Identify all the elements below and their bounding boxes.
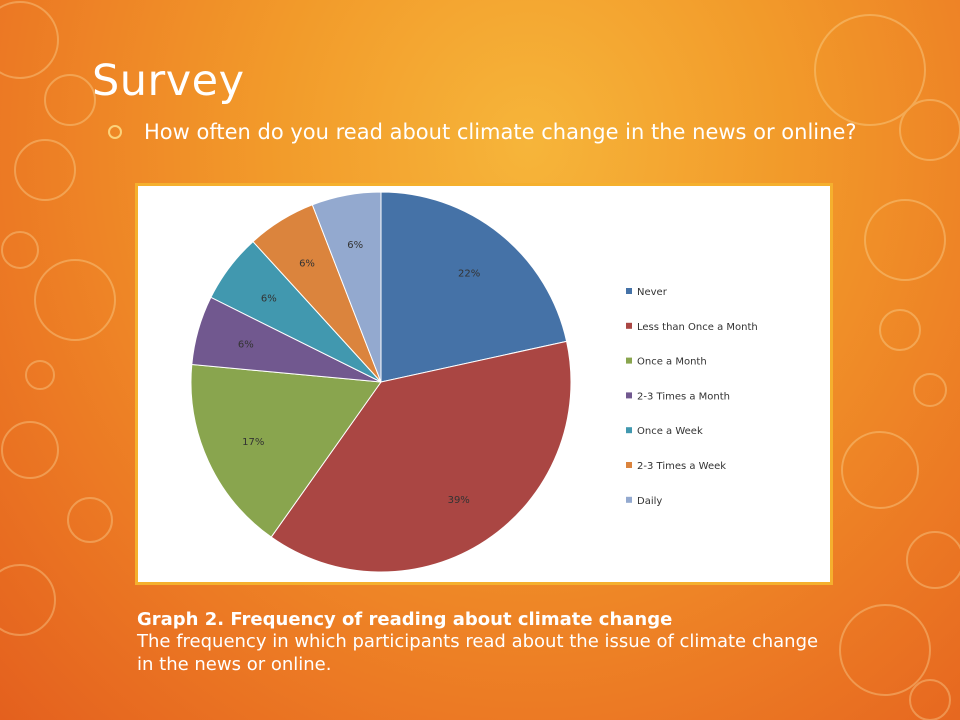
legend-swatch xyxy=(626,496,632,503)
legend-label: Never xyxy=(637,287,668,298)
question-text: How often do you read about climate chan… xyxy=(144,120,857,144)
data-label: 6% xyxy=(299,259,315,270)
caption-title: Graph 2. Frequency of reading about clim… xyxy=(137,609,673,630)
data-label: 22% xyxy=(458,269,480,280)
legend-label: 2-3 Times a Week xyxy=(637,461,726,472)
legend-label: Once a Week xyxy=(637,426,703,437)
legend-swatch xyxy=(626,357,632,364)
legend-label: Once a Month xyxy=(637,357,707,368)
data-label: 17% xyxy=(242,437,264,448)
pie-slice xyxy=(380,191,568,383)
pie-chart: 22% 39% 17% 6% 6% 6% 6% Never Less than Once a M… xyxy=(190,191,758,573)
survey-question: How often do you read about climate chan… xyxy=(108,118,868,147)
legend-label: Less than Once a Month xyxy=(637,322,758,333)
bullet-icon xyxy=(108,125,122,139)
data-label: 39% xyxy=(448,495,470,506)
legend-label: 2-3 Times a Month xyxy=(637,391,730,402)
legend-label: Daily xyxy=(637,496,662,507)
legend-swatch xyxy=(626,392,632,399)
data-label: 6% xyxy=(347,240,363,251)
slide-title: Survey xyxy=(92,56,245,106)
pie-slice xyxy=(311,191,382,383)
data-label: 6% xyxy=(261,293,277,304)
data-label: 6% xyxy=(238,340,254,351)
legend-swatch xyxy=(626,322,632,329)
graph-caption: Graph 2. Frequency of reading about clim… xyxy=(137,609,837,676)
legend-swatch xyxy=(626,288,632,294)
legend-swatch xyxy=(626,462,632,468)
legend-swatch xyxy=(626,427,632,434)
pie-slice xyxy=(270,340,572,573)
chart-frame: 22% 39% 17% 6% 6% 6% 6% Never Less than Once a M… xyxy=(135,183,833,585)
pie-slice xyxy=(190,363,382,538)
caption-body: The frequency in which participants read… xyxy=(137,631,819,675)
